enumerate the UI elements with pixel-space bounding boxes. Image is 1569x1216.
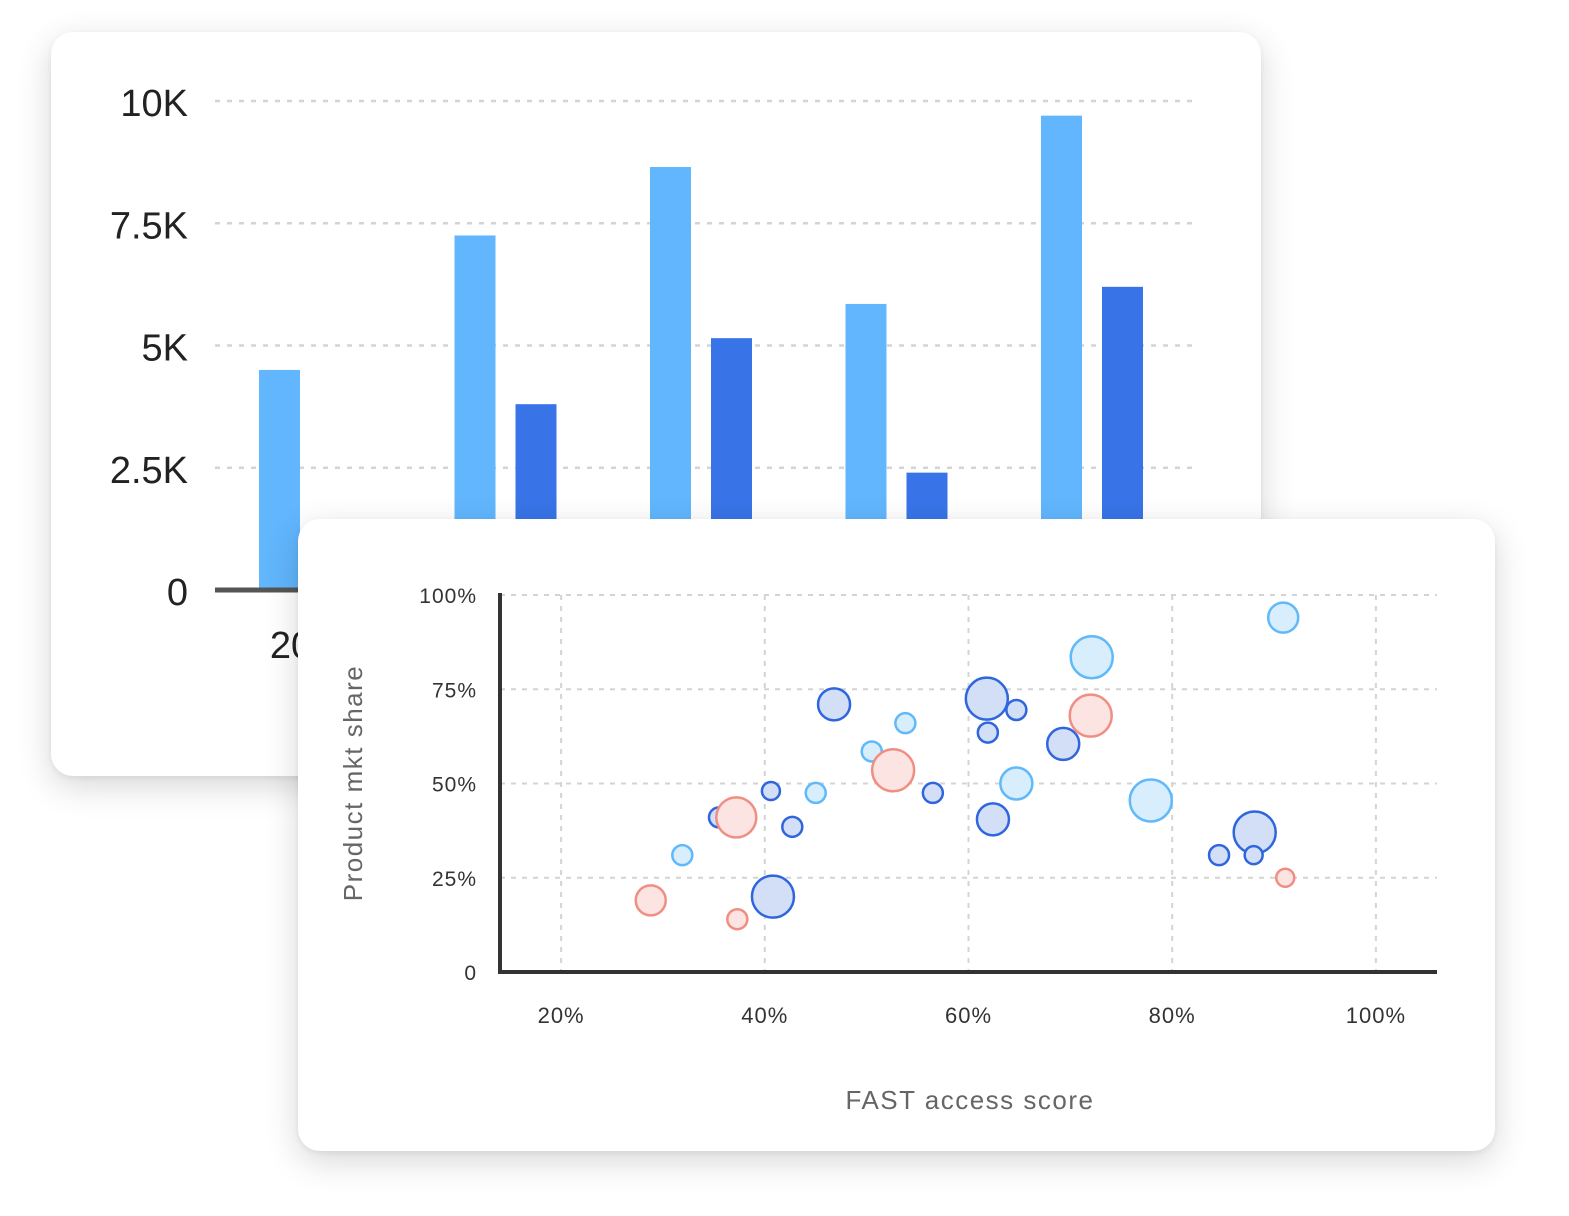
bubble-ytick-label: 25% [432,868,477,891]
bubble-y-axis-title: Product mkt share [338,665,368,901]
bubble-point-4 [726,907,749,931]
bubble-point-0 [634,884,667,917]
bubble-point-20 [1068,693,1113,738]
bubble-point-7 [781,815,804,839]
bubble-point-27 [1274,867,1296,888]
bubble-ytick-label: 100% [419,585,477,608]
bubble-point-22 [1128,778,1174,823]
bubble-x-axis-title: FAST access score [846,1085,1095,1115]
bubble-point-14 [964,676,1010,721]
bar-ytick-label: 5K [142,328,188,370]
bubble-point-16 [975,802,1011,837]
bubble-point-13 [921,781,945,805]
bubble-point-17 [1005,698,1028,722]
bubble-chart: 20% 40% 60% 80% 100% 0 25% 50% 75% 100% FAST acces… [338,585,1437,1115]
bubble-xtick-label: 20% [538,1003,585,1028]
bubble-ytick-label: 50% [432,774,477,797]
bubble-point-26 [1266,601,1300,634]
bubble-point-6 [750,874,796,919]
bubble-point-23 [1207,843,1231,867]
bubble-xtick-label: 100% [1346,1003,1406,1028]
bar-series1-0 [259,369,300,590]
bubble-point-11 [870,748,916,793]
bubble-xtick-label: 60% [945,1003,992,1028]
bubble-point-19 [1045,726,1081,762]
bubble-point-5 [760,780,782,802]
bar-ytick-label: 7.5K [110,205,188,247]
bubble-point-1 [671,843,694,867]
bubble-point-9 [816,687,852,722]
bubble-chart-card: 20% 40% 60% 80% 100% 0 25% 50% 75% 100% FAST acces… [298,519,1495,1151]
bubble-point-15 [976,721,1000,744]
bar-series1-4 [1041,115,1082,591]
bar-ytick-label: 0 [167,572,188,614]
bubble-point-21 [1069,634,1114,680]
bubble-point-12 [894,711,917,735]
bubble-ytick-label: 0 [464,962,477,985]
bubble-xtick-label: 40% [741,1003,788,1028]
bubble-ytick-label: 75% [432,679,477,702]
bubble-xtick-label: 80% [1149,1003,1196,1028]
bubble-point-25 [1243,844,1264,866]
bar-ytick-label: 10K [120,83,188,125]
bubble-point-18 [999,766,1034,801]
bubble-point-3 [715,796,758,839]
bubble-point-8 [804,781,827,805]
bar-ytick-label: 2.5K [110,450,188,492]
